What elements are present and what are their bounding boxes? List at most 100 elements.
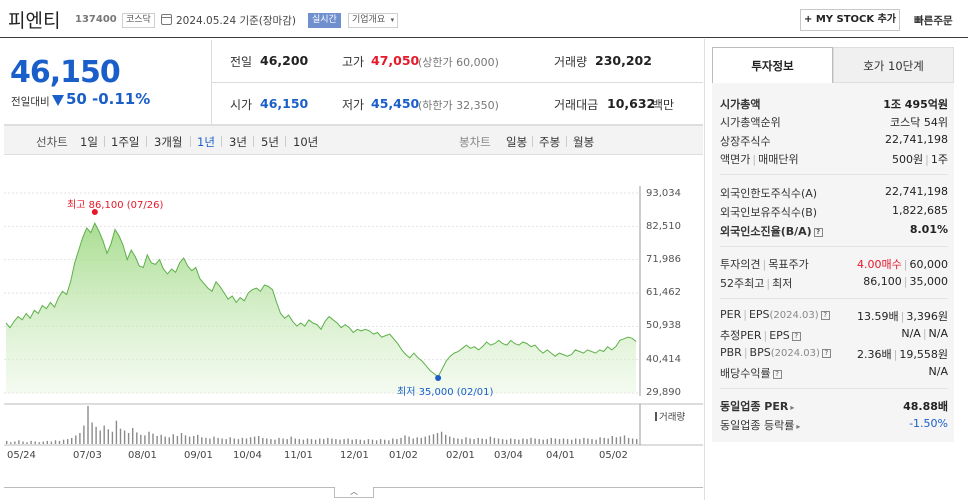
help-icon[interactable]: ? bbox=[791, 332, 801, 341]
market-cap-value: 1조 495억원 bbox=[883, 98, 948, 111]
volume-bar bbox=[172, 434, 174, 444]
tab-period-3m[interactable]: 3개월 bbox=[154, 135, 183, 149]
market-badge: 코스닥 bbox=[122, 13, 155, 28]
open-label: 시가 bbox=[230, 98, 253, 112]
volume-bar bbox=[493, 437, 496, 444]
volume-bar bbox=[351, 439, 353, 444]
market-cap-row: 시가총액 1조 495억원 bbox=[720, 96, 948, 114]
company-overview-dropdown[interactable]: 기업개요 ▾ bbox=[348, 13, 399, 28]
tab-investment-info[interactable]: 투자정보 bbox=[712, 47, 833, 83]
foreign-hold-label: 외국인보유주식수(B) bbox=[720, 206, 818, 219]
dividend-row: 배당수익률? N/A bbox=[720, 365, 948, 383]
volume-bar bbox=[461, 439, 463, 444]
volume-bar bbox=[323, 439, 325, 444]
tab-candle-monthly[interactable]: 월봉 bbox=[573, 135, 595, 149]
volume-bar bbox=[363, 440, 366, 444]
help-icon[interactable]: ? bbox=[821, 349, 831, 358]
volume-bar bbox=[510, 438, 512, 444]
volume-bar bbox=[34, 441, 36, 444]
volume-bar bbox=[388, 440, 390, 444]
volume-bar bbox=[420, 437, 422, 444]
y-tick-label: 61,462 bbox=[646, 287, 681, 298]
volume-bar bbox=[583, 437, 585, 444]
change-label: 전일대비 bbox=[11, 96, 50, 108]
volume-bar bbox=[542, 439, 544, 444]
tab-period-1y[interactable]: 1년 bbox=[197, 135, 215, 149]
pbr-label: PBR bbox=[720, 346, 742, 359]
volume-bar bbox=[225, 439, 227, 444]
x-tick-label: 05/24 bbox=[7, 450, 36, 461]
add-mystock-button[interactable]: + MY STOCK 추가 bbox=[800, 9, 900, 31]
chart-tabs: 선차트 1일 1주일 3개월 1년 3년 5년 10년 봉차트 일봉 주봉 월봉 bbox=[4, 125, 703, 155]
sector-per-label[interactable]: 동일업종 PER bbox=[720, 400, 789, 413]
high-label: 고가 bbox=[342, 55, 365, 69]
volume-bar bbox=[188, 436, 191, 444]
help-icon[interactable]: ? bbox=[813, 228, 823, 237]
quick-order-link[interactable]: 빠른주문 bbox=[914, 15, 953, 27]
volume-bar bbox=[26, 442, 28, 444]
volume-bar bbox=[631, 438, 634, 444]
tab-line-chart[interactable]: 선차트 bbox=[36, 135, 68, 149]
volume-bar bbox=[123, 430, 126, 444]
volume-bar bbox=[595, 439, 597, 444]
est-per-value: N/A bbox=[901, 327, 921, 340]
tab-period-3y[interactable]: 3년 bbox=[229, 135, 247, 149]
stock-name: 피엔티 bbox=[8, 10, 61, 32]
volume-bar bbox=[611, 436, 613, 444]
foreign-limit-label: 외국인한도주식수(A) bbox=[720, 187, 818, 200]
volume-bar bbox=[424, 436, 426, 444]
dividend-label: 배당수익률 bbox=[720, 367, 771, 380]
volume-bar bbox=[237, 439, 240, 444]
down-arrow-icon bbox=[52, 95, 64, 106]
volume-bar bbox=[449, 436, 451, 444]
tab-period-1w[interactable]: 1주일 bbox=[111, 135, 140, 149]
help-icon[interactable]: ? bbox=[772, 370, 782, 379]
price-line bbox=[5, 222, 637, 378]
collapse-chart-button[interactable]: ︿ bbox=[334, 487, 374, 498]
tab-candle-weekly[interactable]: 주봉 bbox=[539, 135, 561, 149]
wk52-low-value: 35,000 bbox=[909, 275, 949, 288]
trade-amount-unit: 백만 bbox=[652, 98, 675, 112]
volume-bar bbox=[404, 435, 406, 444]
target-label: 목표주가 bbox=[768, 258, 809, 271]
sector-change-label[interactable]: 동일업종 등락률 bbox=[720, 419, 795, 432]
tab-period-1d[interactable]: 1일 bbox=[80, 135, 98, 149]
y-tick-label: 82,510 bbox=[646, 221, 681, 232]
tab-quote-10[interactable]: 호가 10단계 bbox=[833, 47, 954, 83]
volume-bar bbox=[54, 440, 57, 444]
y-tick-label: 50,938 bbox=[646, 320, 681, 331]
volume-bar bbox=[99, 430, 101, 444]
volume-bar bbox=[148, 431, 150, 444]
low-value: 45,450 bbox=[371, 96, 420, 111]
per-value: 13.59배 bbox=[857, 310, 899, 323]
volume-bar bbox=[440, 431, 443, 444]
tab-period-10y[interactable]: 10년 bbox=[293, 135, 319, 149]
tab-candle-daily[interactable]: 일봉 bbox=[506, 135, 528, 149]
y-tick-label: 93,034 bbox=[646, 188, 681, 199]
listed-shares-row: 상장주식수 22,741,198 bbox=[720, 133, 948, 151]
volume-bar bbox=[95, 426, 97, 444]
realtime-badge[interactable]: 실시간 bbox=[308, 13, 341, 28]
volume-bar bbox=[558, 439, 561, 444]
volume-bar bbox=[132, 428, 134, 444]
tab-period-5y[interactable]: 5년 bbox=[261, 135, 279, 149]
par-value-row: 액면가 | 매매단위 500원 | 1주 bbox=[720, 153, 948, 166]
foreign-rate-value: 8.01% bbox=[909, 223, 948, 236]
dividend-value: N/A bbox=[928, 365, 948, 378]
tab-candle-chart[interactable]: 봉차트 bbox=[459, 135, 491, 149]
volume-bar bbox=[75, 435, 77, 444]
chevron-right-icon: ▸ bbox=[796, 422, 801, 431]
volume-legend: 거래량 bbox=[655, 409, 685, 423]
x-tick-label: 11/01 bbox=[284, 450, 313, 461]
volume-bar bbox=[550, 437, 552, 444]
volume-bar bbox=[282, 438, 284, 444]
chevron-down-icon: ▾ bbox=[390, 16, 395, 24]
eps-period: (2024.03) bbox=[769, 310, 819, 321]
wk52-high-label: 52주최고 bbox=[720, 277, 765, 290]
x-tick-label: 08/01 bbox=[128, 450, 157, 461]
volume-bar bbox=[615, 437, 618, 444]
low-label: 저가 bbox=[342, 98, 365, 112]
volume-bar bbox=[253, 436, 256, 444]
help-icon[interactable]: ? bbox=[820, 311, 830, 320]
volume-bar bbox=[481, 438, 483, 444]
